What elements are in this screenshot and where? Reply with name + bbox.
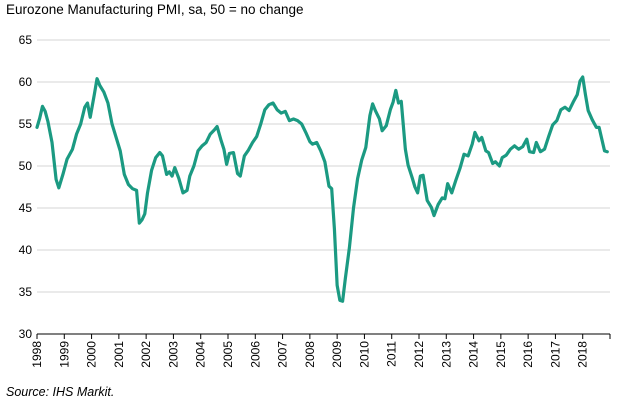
x-tick-labels: 1998 1999 2000 2001 2002 2003 2004 2005 2006 2007…: [30, 341, 590, 368]
chart-source-note: Source: IHS Markit.: [6, 385, 115, 399]
x-tick-label-2003: 2003: [166, 341, 180, 368]
x-tick-label-2009: 2009: [330, 341, 344, 368]
x-tick-label-2008: 2008: [303, 341, 317, 368]
x-tick-label-2000: 2000: [85, 341, 99, 368]
y-tick-label-30: 30: [19, 327, 33, 341]
x-tick-label-2011: 2011: [385, 341, 399, 367]
x-tick-label-1998: 1998: [30, 341, 44, 368]
x-tick-label-1999: 1999: [57, 341, 71, 368]
y-tick-label-60: 60: [19, 75, 33, 89]
x-tick-label-2016: 2016: [521, 341, 535, 368]
x-tick-label-2010: 2010: [357, 341, 371, 368]
y-tick-label-65: 65: [19, 33, 33, 47]
x-tick-label-2006: 2006: [248, 341, 262, 368]
y-tick-label-45: 45: [19, 201, 33, 215]
x-tick-label-2013: 2013: [439, 341, 453, 368]
y-tick-label-50: 50: [19, 159, 33, 173]
x-tick-label-2001: 2001: [112, 341, 126, 368]
x-tick-label-2014: 2014: [467, 341, 481, 368]
axes: [36, 333, 611, 339]
chart-title: Eurozone Manufacturing PMI, sa, 50 = no …: [6, 2, 304, 17]
x-tick-label-2007: 2007: [276, 341, 290, 368]
x-tick-label-2017: 2017: [548, 341, 562, 368]
y-tick-label-55: 55: [19, 117, 33, 131]
series-layer: [35, 75, 609, 303]
x-tick-label-2004: 2004: [194, 341, 208, 368]
y-tick-label-40: 40: [19, 243, 33, 257]
y-tick-label-35: 35: [19, 285, 33, 299]
series-line-0: [35, 75, 609, 303]
x-tick-label-2002: 2002: [139, 341, 153, 368]
gridlines: [37, 39, 610, 293]
x-tick-label-2005: 2005: [221, 341, 235, 368]
x-tick-label-2012: 2012: [412, 341, 426, 368]
x-tick-label-2018: 2018: [576, 341, 590, 368]
y-tick-labels: 30 35 40 45 50 55 60 65: [19, 33, 33, 341]
x-tick-label-2015: 2015: [494, 341, 508, 368]
